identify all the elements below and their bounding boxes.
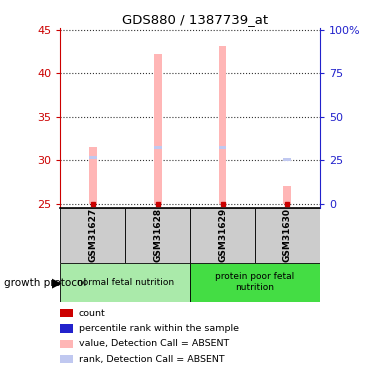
Text: ▶: ▶ (52, 277, 61, 290)
Text: growth protocol: growth protocol (4, 278, 86, 288)
Text: normal fetal nutrition: normal fetal nutrition (77, 278, 174, 286)
Bar (190, 208, 255, 262)
Text: GSM31627: GSM31627 (89, 208, 98, 262)
Text: protein poor fetal
nutrition: protein poor fetal nutrition (215, 273, 294, 292)
Text: count: count (79, 309, 106, 318)
Text: value, Detection Call = ABSENT: value, Detection Call = ABSENT (79, 339, 229, 348)
Text: GSM31628: GSM31628 (153, 208, 162, 262)
Bar (190, 262, 320, 302)
Bar (219, 146, 227, 149)
Bar (89, 156, 97, 159)
Text: percentile rank within the sample: percentile rank within the sample (79, 324, 239, 333)
Bar (154, 54, 161, 204)
Bar (60, 262, 190, 302)
Bar (125, 208, 190, 262)
Bar (89, 147, 97, 204)
Bar (219, 45, 227, 204)
Text: GDS880 / 1387739_at: GDS880 / 1387739_at (122, 13, 268, 26)
Text: GSM31630: GSM31630 (283, 209, 292, 262)
Text: GSM31629: GSM31629 (218, 208, 227, 262)
Bar (255, 208, 320, 262)
Bar (154, 146, 161, 149)
Bar (60, 208, 125, 262)
Bar (284, 158, 291, 161)
Bar (284, 186, 291, 204)
Text: rank, Detection Call = ABSENT: rank, Detection Call = ABSENT (79, 355, 224, 364)
